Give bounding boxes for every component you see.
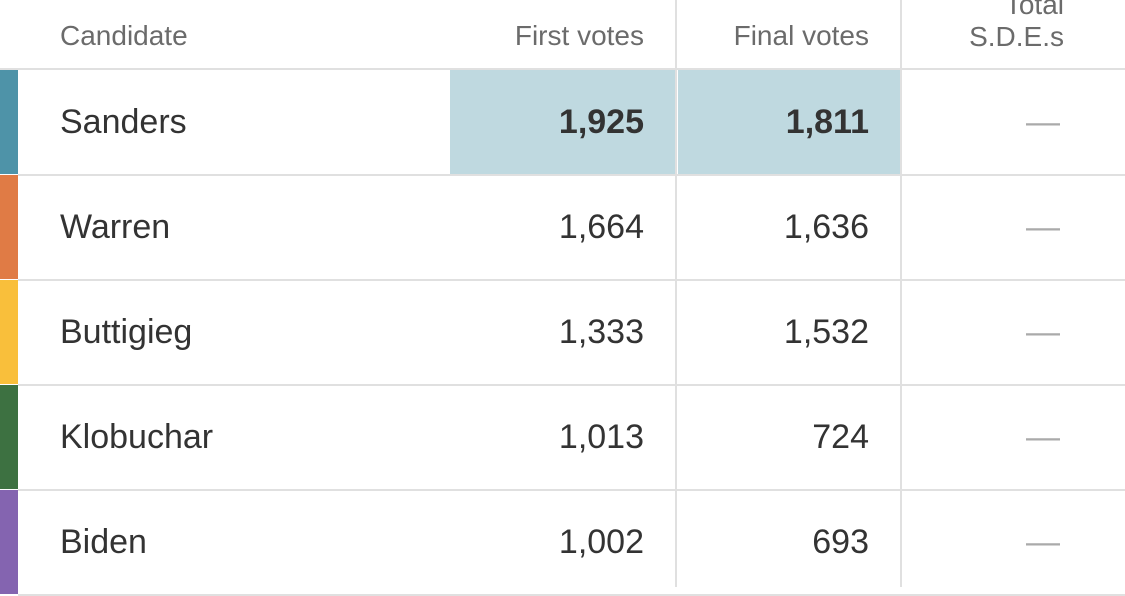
column-header: First votes [514, 20, 644, 51]
divider [18, 384, 1125, 386]
candidate-name: Sanders [60, 103, 187, 141]
final-votes: 724 [812, 418, 869, 456]
final-votes: 1,532 [783, 313, 869, 351]
final-votes: 1,636 [783, 208, 869, 246]
final-votes: 693 [812, 523, 869, 561]
column-header: Final votes [733, 20, 869, 51]
column-header: Candidate [60, 20, 188, 51]
first-votes: 1,925 [450, 70, 676, 174]
candidate-name: Klobuchar [60, 418, 214, 456]
divider [18, 174, 1125, 176]
candidate-name: Warren [60, 208, 171, 246]
total-sdes: — [1026, 208, 1060, 246]
candidate-name: Biden [60, 523, 147, 561]
candidate-color [0, 490, 18, 594]
first-votes: 1,664 [558, 208, 644, 246]
divider [18, 279, 1125, 281]
first-votes: 1,333 [558, 313, 644, 351]
candidate-name: Buttigieg [60, 313, 193, 351]
first-votes: 1,002 [558, 523, 644, 561]
divider [675, 0, 677, 587]
first-votes: 1,013 [558, 418, 644, 456]
total-sdes: — [1026, 418, 1060, 456]
candidate-color [0, 175, 18, 279]
candidate-color [0, 280, 18, 384]
candidate-color [0, 70, 18, 174]
divider [900, 0, 902, 587]
total-sdes: — [1026, 523, 1060, 561]
total-sdes: — [1026, 313, 1060, 351]
candidate-color [0, 385, 18, 489]
final-votes: 1,811 [678, 70, 901, 174]
total-sdes: — [1026, 103, 1060, 141]
column-header: Total S.D.E.s [969, 0, 1064, 52]
divider [18, 489, 1125, 491]
divider [0, 68, 1125, 70]
